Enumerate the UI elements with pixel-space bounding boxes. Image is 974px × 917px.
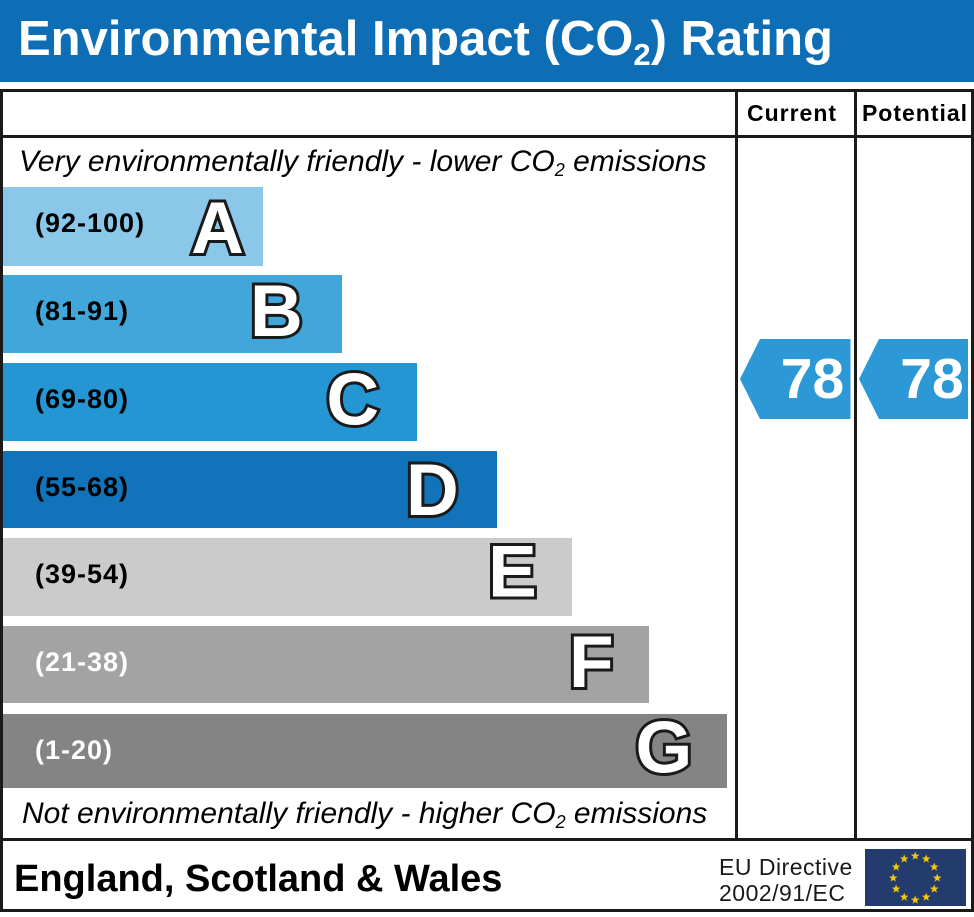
svg-text:A: A [191,188,244,269]
svg-text:C: C [326,360,379,441]
svg-text:D: D [406,450,459,531]
svg-text:G: G [636,708,693,789]
svg-text:78: 78 [900,347,963,411]
svg-text:78: 78 [781,347,844,411]
svg-text:E: E [488,532,537,613]
svg-text:B: B [250,271,303,352]
svg-text:F: F [569,622,614,703]
